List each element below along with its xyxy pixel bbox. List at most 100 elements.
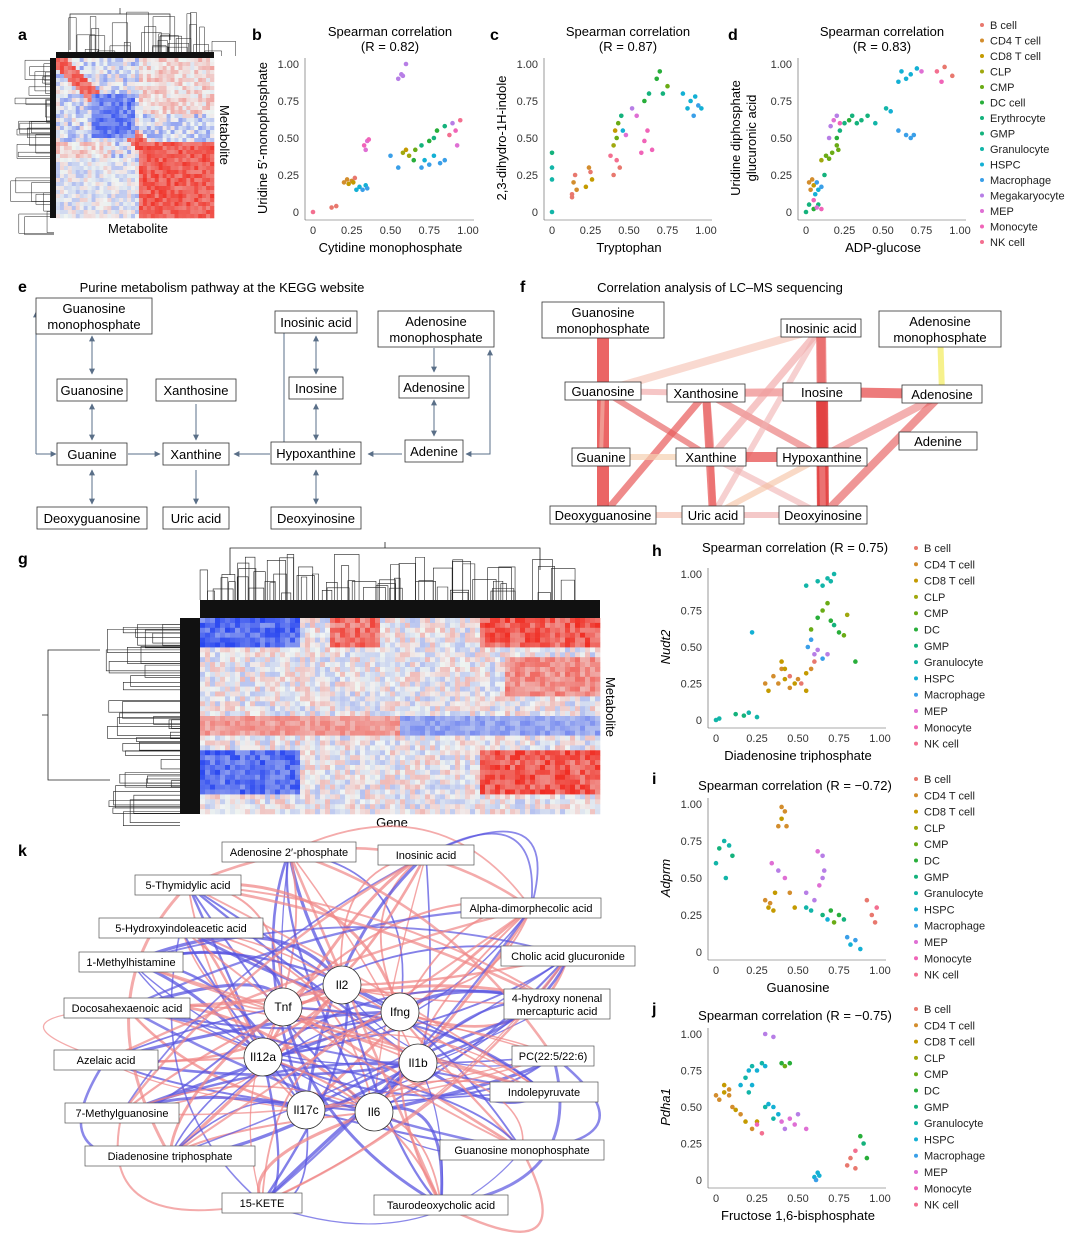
heatmap-cell bbox=[174, 146, 179, 151]
heatmap-cell bbox=[265, 622, 271, 629]
heatmap-cell bbox=[115, 106, 120, 111]
heatmap-cell bbox=[550, 711, 556, 717]
heatmap-cell bbox=[315, 755, 321, 761]
heatmap-cell bbox=[131, 90, 136, 95]
heatmap-cell bbox=[194, 146, 199, 151]
heatmap-cell bbox=[190, 114, 195, 119]
heatmap-cell bbox=[485, 696, 491, 702]
heatmap-cell bbox=[570, 652, 576, 658]
heatmap-cell bbox=[285, 686, 291, 692]
heatmap-cell bbox=[400, 662, 406, 668]
heatmap-cell bbox=[202, 154, 207, 159]
heatmap-cell bbox=[475, 691, 481, 697]
heatmap-cell bbox=[310, 765, 316, 771]
heatmap-cell bbox=[245, 755, 251, 761]
heatmap-cell bbox=[340, 632, 346, 638]
heatmap-cell bbox=[245, 652, 251, 658]
heatmap-cell bbox=[162, 198, 167, 203]
heatmap-cell bbox=[135, 198, 140, 203]
heatmap-cell bbox=[415, 760, 421, 766]
heatmap-cell bbox=[580, 745, 586, 751]
heatmap-cell bbox=[470, 622, 476, 629]
heatmap-cell bbox=[186, 206, 191, 211]
heatmap-cell bbox=[215, 671, 221, 678]
heatmap-cell bbox=[99, 66, 104, 71]
heatmap-cell bbox=[142, 106, 148, 111]
heatmap-cell bbox=[340, 637, 346, 643]
heatmap-cell bbox=[500, 789, 506, 795]
heatmap-cell bbox=[295, 647, 301, 653]
heatmap-cell bbox=[555, 637, 561, 643]
heatmap-cell bbox=[425, 662, 431, 668]
data-point bbox=[406, 153, 412, 159]
heatmap-cell bbox=[67, 110, 73, 115]
heatmap-cell bbox=[71, 78, 77, 83]
heatmap-cell bbox=[210, 202, 215, 207]
heatmap-cell bbox=[385, 784, 391, 790]
heatmap-cell bbox=[170, 194, 175, 199]
heatmap-cell bbox=[178, 134, 183, 139]
heatmap-cell bbox=[405, 632, 411, 638]
heatmap-cell bbox=[550, 701, 556, 707]
heatmap-cell bbox=[83, 122, 88, 127]
heatmap-cell bbox=[250, 760, 256, 766]
heatmap-cell bbox=[565, 720, 571, 727]
heatmap-cell bbox=[123, 126, 128, 131]
heatmap-cell bbox=[330, 696, 336, 702]
heatmap-cell bbox=[99, 102, 104, 107]
heatmap-cell bbox=[146, 114, 152, 119]
heatmap-cell bbox=[210, 769, 216, 776]
heatmap-cell bbox=[146, 194, 152, 199]
heatmap-cell bbox=[310, 637, 316, 643]
heatmap-cell bbox=[270, 774, 276, 780]
heatmap-cell bbox=[435, 686, 441, 692]
heatmap-cell bbox=[515, 730, 521, 736]
data-point bbox=[654, 76, 660, 82]
y-tick-label: 0.50 bbox=[278, 133, 299, 145]
heatmap-cell bbox=[325, 720, 331, 727]
heatmap-cell bbox=[290, 671, 296, 678]
heatmap-cell bbox=[490, 696, 496, 702]
heatmap-cell bbox=[405, 696, 411, 702]
heatmap-cell bbox=[115, 78, 120, 83]
heatmap-cell bbox=[63, 206, 69, 211]
heatmap-cell bbox=[240, 740, 246, 746]
heatmap-cell bbox=[405, 779, 411, 785]
heatmap-cell bbox=[240, 716, 246, 722]
heatmap-cell bbox=[235, 725, 241, 731]
heatmap-cell bbox=[162, 154, 167, 159]
heatmap-cell bbox=[585, 735, 591, 741]
heatmap-cell bbox=[146, 198, 152, 203]
heatmap-cell bbox=[595, 667, 601, 673]
heatmap-cell bbox=[350, 745, 356, 751]
heatmap-cell bbox=[275, 667, 281, 673]
heatmap-cell bbox=[575, 730, 581, 736]
heatmap-cell bbox=[420, 667, 426, 673]
heatmap-cell bbox=[360, 686, 366, 692]
heatmap-cell bbox=[395, 755, 401, 761]
heatmap-cell bbox=[99, 178, 104, 183]
heatmap-cell bbox=[475, 779, 481, 785]
heatmap-cell bbox=[335, 691, 341, 697]
heatmap-cell bbox=[295, 769, 301, 776]
dendro-branch bbox=[144, 629, 180, 649]
data-point bbox=[614, 157, 619, 163]
heatmap-cell bbox=[194, 174, 199, 179]
heatmap-cell bbox=[123, 142, 128, 147]
heatmap-cell bbox=[265, 735, 271, 741]
heatmap-cell bbox=[210, 166, 215, 171]
heatmap-cell bbox=[400, 696, 406, 702]
heatmap-cell bbox=[95, 202, 100, 207]
heatmap-cell bbox=[71, 122, 77, 127]
heatmap-cell bbox=[585, 696, 591, 702]
heatmap-cell bbox=[535, 681, 541, 687]
heatmap-cell bbox=[87, 206, 92, 211]
data-point bbox=[846, 117, 852, 123]
heatmap-cell bbox=[275, 711, 281, 717]
heatmap-cell bbox=[255, 706, 261, 712]
heatmap-cell bbox=[325, 642, 331, 648]
heatmap-cell bbox=[225, 779, 231, 785]
heatmap-cell bbox=[270, 637, 276, 643]
heatmap-cell bbox=[200, 632, 206, 638]
heatmap-cell bbox=[220, 735, 226, 741]
